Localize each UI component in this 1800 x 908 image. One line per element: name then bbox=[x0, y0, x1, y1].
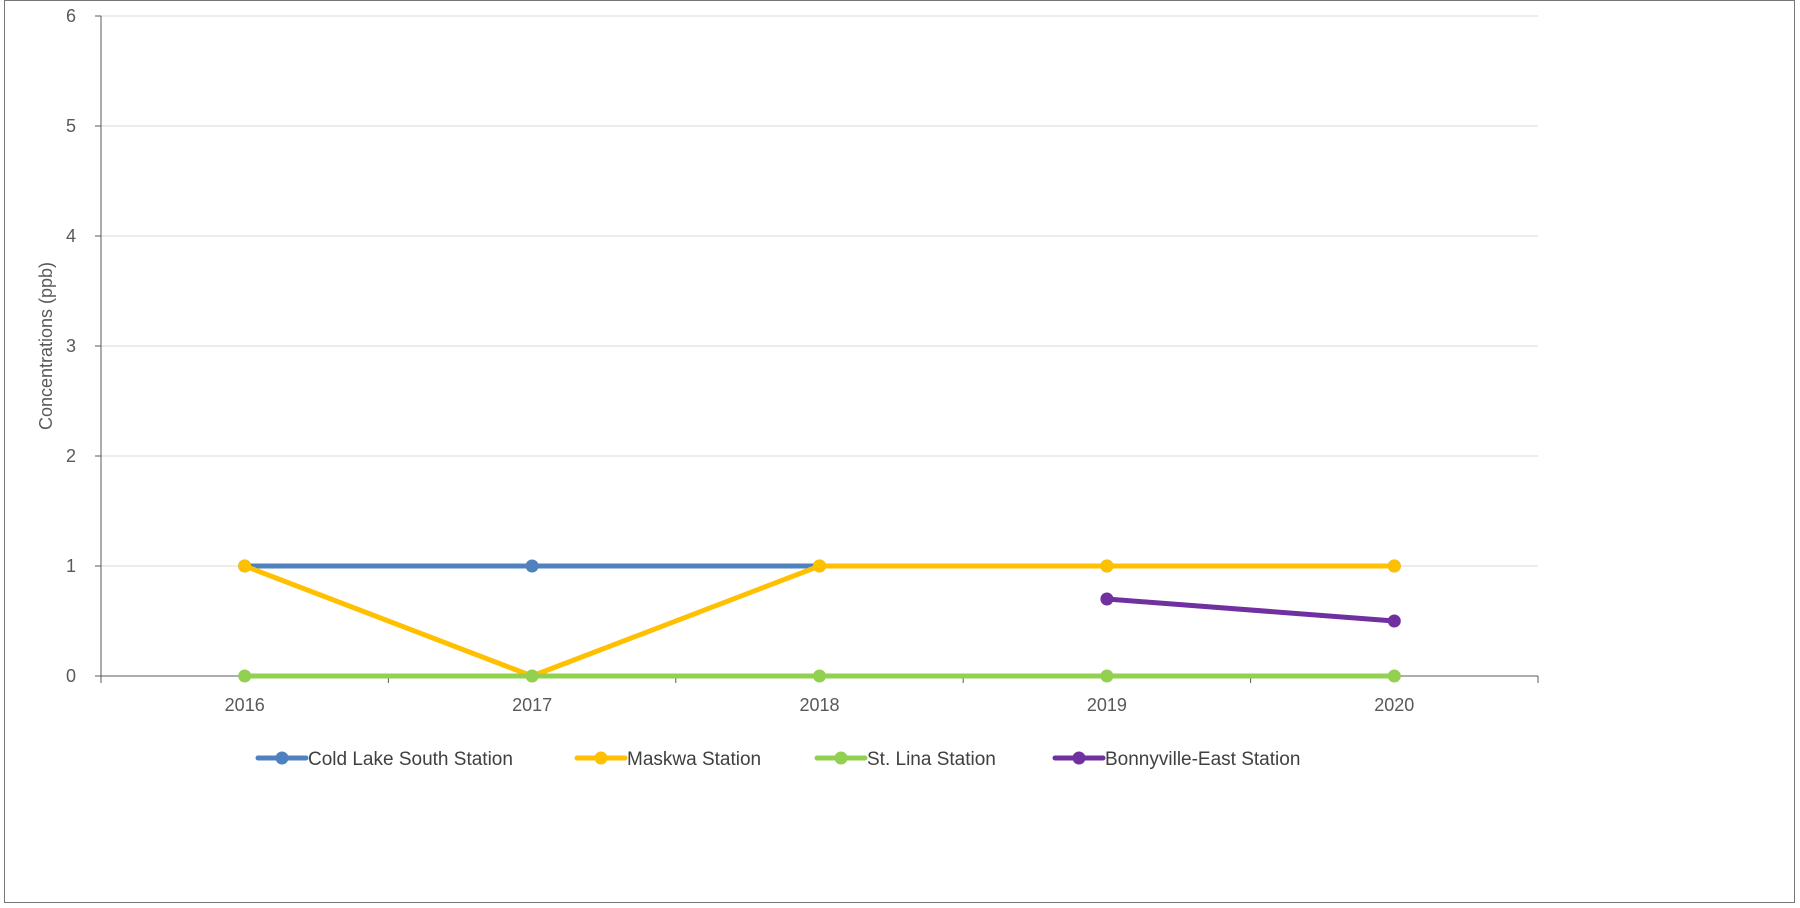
data-point bbox=[525, 559, 539, 573]
legend: Cold Lake South Station Maskwa Station St.… bbox=[255, 749, 1300, 770]
legend-item: Maskwa Station bbox=[574, 749, 761, 770]
legend-label: St. Lina Station bbox=[867, 749, 996, 770]
x-tick-label: 2019 bbox=[1087, 695, 1127, 715]
data-point bbox=[813, 669, 826, 683]
data-point bbox=[1387, 559, 1401, 573]
x-tick-label: 2020 bbox=[1374, 695, 1414, 715]
x-tick-label: 2016 bbox=[225, 695, 265, 715]
legend-item: St. Lina Station bbox=[814, 749, 996, 770]
legend-label: Cold Lake South Station bbox=[308, 749, 513, 770]
axes bbox=[95, 15, 1539, 683]
y-tick-label: 5 bbox=[66, 116, 76, 136]
gridlines bbox=[101, 15, 1538, 567]
series-2 bbox=[238, 559, 1401, 683]
y-axis-title: Concentrations (ppb) bbox=[36, 262, 56, 430]
x-tick-label: 2017 bbox=[512, 695, 552, 715]
x-tick-label: 2018 bbox=[799, 695, 839, 715]
data-point bbox=[238, 559, 252, 573]
data-point bbox=[1100, 669, 1114, 683]
y-tick-label: 6 bbox=[66, 6, 76, 26]
legend-swatch-marker bbox=[594, 751, 608, 765]
legend-item: Cold Lake South Station bbox=[255, 749, 513, 770]
x-tick-labels: 2016 2017 2018 2019 2020 bbox=[225, 695, 1415, 715]
data-point bbox=[1100, 559, 1114, 573]
data-point bbox=[1100, 592, 1114, 606]
y-tick-label: 3 bbox=[66, 336, 76, 356]
series bbox=[238, 559, 1401, 683]
data-point bbox=[1387, 614, 1401, 628]
legend-label: Bonnyville-East Station bbox=[1105, 749, 1300, 770]
data-point bbox=[525, 669, 539, 683]
legend-swatch-marker bbox=[1072, 751, 1086, 765]
y-tick-label: 1 bbox=[66, 556, 76, 576]
legend-item: Bonnyville-East Station bbox=[1052, 749, 1300, 770]
y-tick-labels: 0 1 2 3 4 5 6 bbox=[66, 6, 76, 686]
chart-frame bbox=[4, 0, 1795, 903]
data-point bbox=[813, 559, 826, 573]
legend-swatch-marker bbox=[275, 751, 289, 765]
data-point bbox=[1387, 669, 1401, 683]
series-3 bbox=[238, 669, 1401, 683]
y-tick-label: 4 bbox=[66, 226, 76, 246]
y-tick-label: 0 bbox=[66, 666, 76, 686]
legend-label: Maskwa Station bbox=[627, 749, 761, 770]
legend-swatch-marker bbox=[834, 751, 848, 765]
series-4 bbox=[1100, 592, 1401, 628]
data-point bbox=[238, 669, 252, 683]
y-tick-label: 2 bbox=[66, 446, 76, 466]
series-line bbox=[1104, 596, 1397, 624]
series-line bbox=[242, 563, 1397, 679]
